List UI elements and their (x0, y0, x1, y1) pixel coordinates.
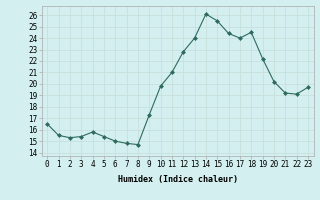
X-axis label: Humidex (Indice chaleur): Humidex (Indice chaleur) (118, 175, 237, 184)
